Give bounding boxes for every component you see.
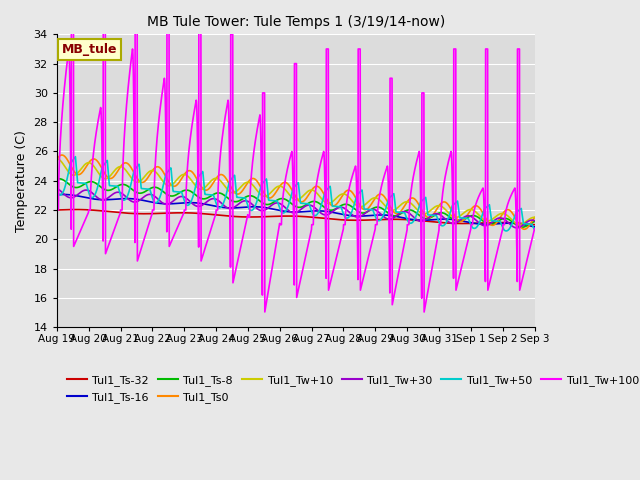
Tul1_Tw+50 [72, 154, 79, 159]
Tul1_Ts-32 [434, 219, 442, 225]
Line: Tul1_Ts-16: Tul1_Ts-16 [57, 194, 534, 227]
Line: Tul1_Ts-32: Tul1_Ts-32 [57, 210, 534, 225]
Tul1_Tw+10 [502, 212, 509, 217]
Tul1_Tw+30 [531, 218, 538, 224]
Line: Tul1_Tw+10: Tul1_Tw+10 [57, 159, 534, 225]
Tul1_Tw+30 [513, 225, 521, 231]
Tul1_Tw+10 [516, 222, 524, 228]
Tul1_Ts-32 [53, 207, 61, 213]
Tul1_Ts-8 [518, 224, 526, 230]
Tul1_Tw+100 [489, 267, 497, 273]
Tul1_Tw+30 [502, 217, 509, 223]
Tul1_Ts0 [53, 156, 61, 162]
Tul1_Tw+50 [319, 195, 327, 201]
Line: Tul1_Ts0: Tul1_Ts0 [57, 155, 534, 229]
Line: Tul1_Tw+100: Tul1_Tw+100 [57, 0, 534, 312]
Tul1_Tw+30 [488, 219, 496, 225]
Line: Tul1_Ts-8: Tul1_Ts-8 [57, 179, 534, 227]
Tul1_Tw+30 [434, 211, 442, 216]
Tul1_Tw+100 [435, 231, 442, 237]
Tul1_Ts-8 [502, 216, 509, 221]
Tul1_Ts0 [502, 207, 509, 213]
Y-axis label: Temperature (C): Temperature (C) [15, 130, 28, 232]
Tul1_Ts0 [186, 168, 194, 174]
Tul1_Ts-16 [53, 192, 61, 198]
Tul1_Ts0 [309, 185, 317, 191]
Tul1_Ts-8 [186, 188, 194, 194]
Tul1_Ts0 [434, 204, 442, 210]
Tul1_Tw+30 [319, 212, 327, 217]
Tul1_Tw+50 [309, 212, 317, 217]
Tul1_Ts0 [319, 191, 327, 196]
Tul1_Ts-32 [309, 215, 317, 220]
Tul1_Tw+10 [53, 156, 61, 162]
Tul1_Tw+50 [434, 217, 442, 223]
Tul1_Ts0 [520, 227, 528, 232]
Tul1_Ts-32 [319, 216, 327, 221]
Tul1_Ts-32 [186, 210, 194, 216]
Tul1_Ts-8 [434, 211, 442, 216]
Tul1_Ts-16 [489, 221, 497, 227]
Tul1_Tw+50 [502, 228, 509, 234]
Line: Tul1_Tw+30: Tul1_Tw+30 [57, 189, 534, 228]
Tul1_Tw+100 [186, 136, 194, 142]
Tul1_Tw+50 [531, 227, 538, 233]
Tul1_Tw+30 [309, 204, 317, 209]
Tul1_Tw+10 [186, 176, 194, 181]
Tul1_Tw+10 [434, 203, 442, 209]
Tul1_Tw+100 [531, 226, 538, 232]
Tul1_Ts-16 [319, 208, 327, 214]
Tul1_Ts-16 [59, 192, 67, 197]
Tul1_Ts-16 [309, 208, 317, 214]
Tul1_Ts-16 [531, 224, 538, 230]
Legend: Tul1_Ts-32, Tul1_Ts-16, Tul1_Ts-8, Tul1_Ts0, Tul1_Tw+10, Tul1_Tw+30, Tul1_Tw+50,: Tul1_Ts-32, Tul1_Ts-16, Tul1_Ts-8, Tul1_… [62, 371, 640, 407]
Tul1_Ts-8 [319, 204, 327, 209]
Tul1_Tw+10 [309, 187, 317, 193]
Tul1_Ts0 [531, 215, 538, 220]
Tul1_Tw+10 [531, 215, 538, 220]
Tul1_Tw+100 [319, 149, 327, 155]
Tul1_Ts-8 [55, 176, 63, 181]
Tul1_Tw+50 [53, 187, 61, 192]
Tul1_Ts-8 [53, 176, 61, 182]
Tul1_Tw+30 [186, 199, 194, 204]
Tul1_Ts0 [58, 152, 66, 158]
Tul1_Ts-32 [72, 207, 79, 213]
Tul1_Tw+10 [319, 198, 327, 204]
Tul1_Ts-8 [309, 199, 317, 204]
Tul1_Tw+50 [489, 218, 497, 224]
Tul1_Ts-8 [531, 219, 538, 225]
Tul1_Ts-32 [489, 220, 497, 226]
Tul1_Tw+10 [488, 216, 496, 222]
Tul1_Ts0 [489, 222, 497, 228]
Tul1_Ts-16 [186, 200, 194, 205]
Text: MB_tule: MB_tule [61, 43, 117, 56]
Tul1_Tw+50 [502, 228, 510, 234]
Tul1_Tw+100 [53, 207, 61, 213]
Title: MB Tule Tower: Tule Temps 1 (3/19/14-now): MB Tule Tower: Tule Temps 1 (3/19/14-now… [147, 15, 445, 29]
Tul1_Ts-8 [489, 221, 497, 227]
Tul1_Tw+30 [53, 186, 61, 192]
Tul1_Ts-32 [502, 220, 509, 226]
Tul1_Tw+100 [502, 208, 510, 214]
Tul1_Ts-16 [434, 216, 442, 222]
Line: Tul1_Tw+50: Tul1_Tw+50 [57, 156, 534, 231]
Tul1_Tw+100 [420, 309, 428, 315]
Tul1_Tw+100 [309, 222, 317, 228]
Tul1_Tw+50 [186, 200, 194, 206]
Tul1_Ts-32 [531, 222, 538, 228]
Tul1_Ts-16 [502, 220, 509, 226]
